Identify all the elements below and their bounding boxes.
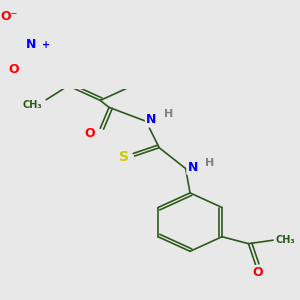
Text: H: H [164, 109, 173, 119]
Text: O: O [84, 127, 95, 140]
Text: N: N [188, 161, 198, 174]
Text: O: O [8, 63, 19, 76]
Text: CH₃: CH₃ [276, 235, 296, 245]
Text: O: O [252, 266, 262, 279]
Text: O⁻: O⁻ [1, 11, 18, 23]
Text: S: S [119, 150, 129, 164]
Text: CH₃: CH₃ [22, 100, 42, 110]
Text: N: N [26, 38, 37, 51]
Text: H: H [205, 158, 214, 168]
Text: +: + [42, 40, 50, 50]
Text: N: N [146, 113, 157, 126]
